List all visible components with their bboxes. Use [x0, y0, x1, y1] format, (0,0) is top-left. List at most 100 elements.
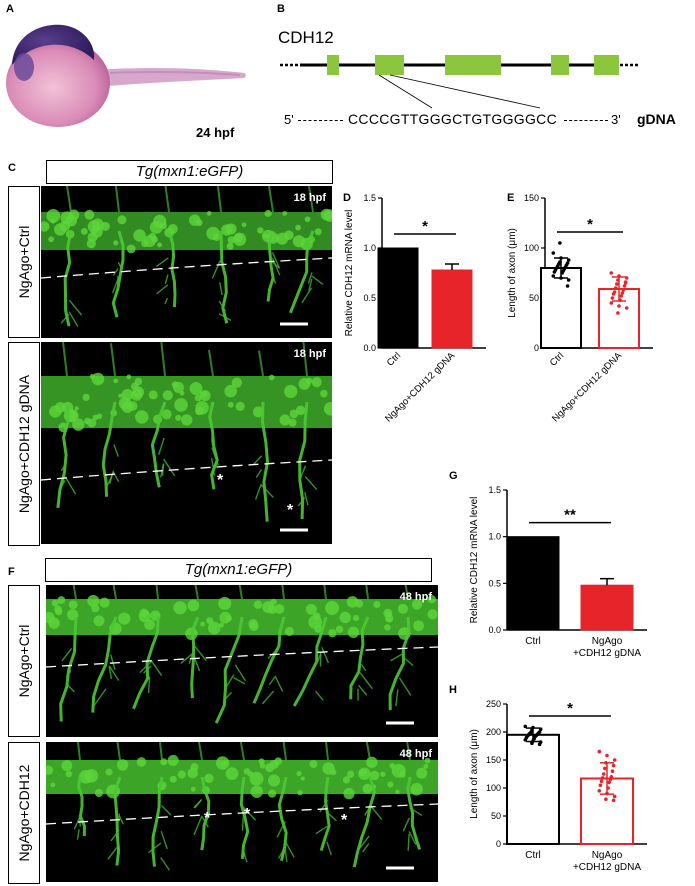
neuron-soma — [262, 601, 274, 614]
axon-branch — [151, 661, 163, 676]
data-point — [611, 798, 616, 803]
data-point — [552, 270, 557, 274]
neuron-soma — [141, 239, 149, 248]
data-point — [599, 779, 604, 784]
data-point — [538, 727, 543, 731]
chart-h: 0 50 100 150 200 250 Length of axon (μm) Ctrl Ng… — [469, 699, 647, 873]
y-tick-label: 150 — [524, 193, 539, 203]
axon-branch — [105, 472, 114, 490]
panel-c-row2-condition-box: NgAgo+CDH12 gDNA — [8, 342, 40, 546]
dorsal-projection — [194, 585, 199, 600]
motor-axon — [252, 616, 286, 704]
axon-branch — [408, 831, 417, 845]
axon-branch — [118, 815, 124, 825]
data-point — [612, 794, 617, 799]
neuron-soma — [252, 406, 264, 418]
axon-branch — [108, 665, 120, 681]
data-point — [617, 304, 621, 308]
data-point — [608, 777, 613, 782]
axon-branch — [390, 652, 404, 662]
axon-branch — [160, 857, 171, 871]
motor-axon — [132, 616, 160, 710]
data-point — [600, 776, 605, 780]
axon-branch — [211, 260, 221, 279]
neuron-soma — [387, 781, 394, 788]
axon-branch — [192, 652, 201, 672]
neuron-soma — [268, 789, 277, 798]
neuron-soma — [243, 768, 251, 775]
neuron-soma — [235, 401, 245, 411]
panel-label-g: G — [449, 470, 458, 482]
neuron-soma — [384, 624, 391, 631]
neuron-soma — [250, 785, 263, 798]
neuron-soma — [130, 389, 143, 401]
axon-branch — [193, 644, 207, 662]
neuron-soma — [99, 597, 110, 608]
neuron-soma — [274, 603, 285, 614]
neuron-soma — [257, 227, 264, 234]
axon-branch — [143, 665, 152, 674]
neuron-soma — [219, 622, 225, 628]
neuron-soma — [189, 214, 201, 226]
neuron-soma — [297, 790, 303, 796]
motor-axon — [111, 230, 125, 318]
axon-branch — [68, 311, 79, 327]
neuron-soma — [358, 768, 367, 777]
axon-branch — [76, 829, 80, 840]
axon-branch — [194, 799, 203, 809]
data-point — [624, 276, 629, 280]
neuron-soma — [265, 763, 275, 773]
data-point — [607, 780, 611, 785]
axon-branch — [61, 465, 67, 480]
neuron-soma — [427, 595, 436, 604]
axon-branch — [112, 268, 119, 276]
axon-branch — [163, 458, 176, 477]
axon-branch — [315, 690, 324, 701]
neuron-soma — [369, 770, 380, 781]
dorsal-projection — [365, 742, 371, 761]
axon-branch — [308, 278, 313, 291]
neuron-soma — [144, 619, 155, 630]
axon-branch — [211, 442, 217, 451]
dorsal-projection — [160, 342, 166, 377]
axon-branch — [260, 484, 274, 498]
axon-branch — [364, 807, 371, 816]
neuron-soma — [380, 771, 386, 778]
data-point — [551, 251, 556, 255]
neuron-soma — [68, 600, 78, 610]
neuron-soma — [346, 596, 359, 608]
axon-branch — [157, 437, 165, 456]
axon-branch — [271, 257, 281, 276]
x-tick-label-0: Ctrl — [548, 350, 566, 368]
neuron-soma — [342, 776, 351, 784]
significance-marker: ** — [564, 507, 576, 524]
neuron-soma — [113, 240, 119, 246]
axon-branch — [65, 666, 70, 678]
neuron-soma — [413, 620, 425, 632]
axon-branch — [395, 689, 399, 707]
neuron-soma — [322, 762, 335, 775]
dashed-reference-line — [46, 646, 438, 668]
axon-branch — [161, 463, 165, 476]
dorsal-projection — [114, 186, 120, 213]
data-point — [604, 761, 608, 765]
y-tick-label: 0 — [496, 839, 501, 849]
axon-branch — [234, 664, 247, 682]
axon-branch — [61, 647, 73, 662]
motor-axon — [319, 776, 331, 852]
neuron-soma — [399, 771, 406, 778]
panel-label-f: F — [8, 566, 15, 578]
motor-axon — [63, 230, 73, 327]
neuron-soma — [82, 393, 90, 402]
neuron-soma — [395, 789, 400, 794]
axon-branch — [409, 807, 423, 817]
asterisk-f-2: * — [244, 806, 251, 823]
axon-branch — [304, 492, 309, 506]
neuron-soma — [117, 215, 127, 225]
neuron-soma — [284, 384, 298, 399]
neuron-soma — [366, 756, 378, 769]
data-point — [566, 258, 571, 262]
dorsal-projection — [112, 585, 117, 600]
data-point — [606, 786, 610, 790]
